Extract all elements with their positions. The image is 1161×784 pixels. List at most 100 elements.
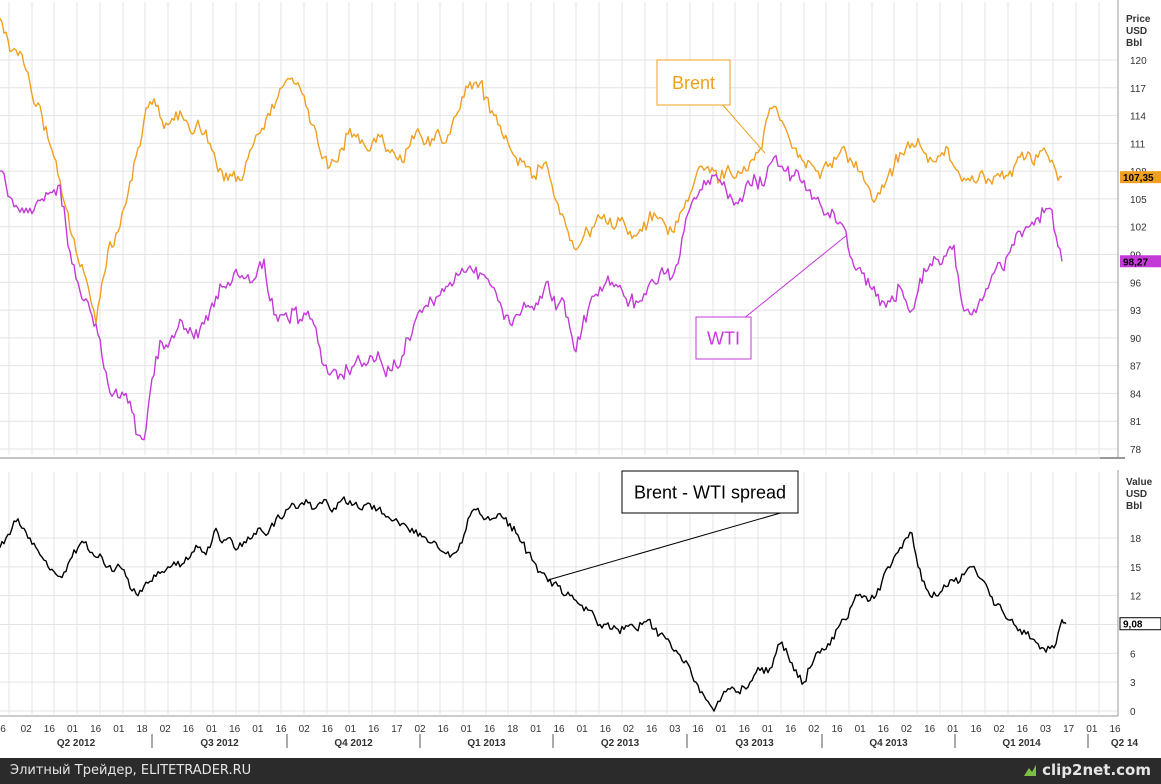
x-tick-label: 16: [44, 724, 56, 735]
y-tick-label: 6: [1130, 649, 1136, 660]
chart-canvas: 7881848790939699102105108111114117120Pri…: [0, 0, 1161, 749]
x-tick-label: 01: [1086, 724, 1098, 735]
x-tick-label: 16: [878, 724, 890, 735]
x-tick-label: 02: [994, 724, 1006, 735]
y-tick-label: 81: [1130, 417, 1142, 428]
footer-bar: Элитный Трейдер, ELITETRADER.RU clip2net…: [0, 758, 1161, 784]
y-tick-label: 15: [1130, 563, 1142, 574]
last-value-badge: [1120, 255, 1161, 268]
x-tick-label: 16: [1017, 724, 1029, 735]
y-tick-label: 12: [1130, 592, 1142, 603]
x-tick-label: 16: [924, 724, 936, 735]
spread-callout-text: Brent - WTI spread: [634, 482, 786, 502]
x-tick-label: 02: [623, 724, 635, 735]
x-tick-label: 16: [600, 724, 612, 735]
x-tick-label: 01: [947, 724, 959, 735]
footer-brand[interactable]: clip2net.com: [1022, 761, 1151, 779]
x-tick-label: 16: [368, 724, 380, 735]
spread-callout-box: [621, 470, 799, 514]
wti-callout-box: [695, 316, 752, 360]
last-value-label: 9,08: [1123, 620, 1143, 631]
quarter-label: Q2 2012: [57, 738, 96, 749]
x-tick-label: 02: [901, 724, 913, 735]
x-tick-label: 01: [762, 724, 774, 735]
x-tick-label: 17: [1063, 724, 1075, 735]
chart-area: 7881848790939699102105108111114117120Pri…: [0, 0, 1161, 749]
x-tick-label: 16: [739, 724, 751, 735]
x-tick-label: 6: [0, 724, 6, 735]
x-tick-label: 16: [229, 724, 241, 735]
x-tick-label: 01: [716, 724, 728, 735]
y-tick-label: 120: [1130, 56, 1147, 67]
y-tick-label: 3: [1130, 678, 1136, 689]
x-tick-label: 02: [414, 724, 426, 735]
y-tick-label: 114: [1130, 112, 1146, 123]
last-value-label: 107,35: [1123, 173, 1154, 184]
quarter-label: Q4 2013: [869, 738, 908, 749]
brent-callout-leader: [722, 104, 766, 154]
y-tick-label: 0: [1130, 707, 1136, 718]
y-axis-title: USD: [1126, 489, 1147, 500]
y-tick-label: 87: [1130, 362, 1142, 373]
quarter-label: Q2 2013: [601, 738, 640, 749]
y-tick-label: 84: [1130, 389, 1142, 400]
x-tick-label: 01: [252, 724, 264, 735]
x-tick-label: 16: [90, 724, 102, 735]
x-tick-label: 01: [577, 724, 589, 735]
x-tick-label: 03: [1040, 724, 1052, 735]
x-tick-label: 16: [438, 724, 450, 735]
brent-callout-text: Brent: [672, 73, 715, 93]
spread-callout-leader: [547, 512, 781, 581]
last-value-badge: [1120, 171, 1161, 184]
x-tick-label: 01: [855, 724, 867, 735]
y-tick-label: 117: [1130, 84, 1146, 95]
x-tick-label: 01: [345, 724, 357, 735]
last-value-label: 98,27: [1123, 257, 1148, 268]
x-tick-label: 02: [299, 724, 311, 735]
x-tick-label: 16: [484, 724, 496, 735]
wti-callout-text: WTI: [707, 328, 740, 348]
quarter-label: Q2 14: [1111, 738, 1139, 749]
wti-callout-leader: [745, 234, 848, 318]
x-tick-label: 16: [183, 724, 195, 735]
quarter-label: Q1 2013: [467, 738, 506, 749]
x-tick-label: 16: [785, 724, 797, 735]
x-tick-label: 18: [136, 724, 148, 735]
x-tick-label: 03: [669, 724, 681, 735]
x-tick-label: 16: [275, 724, 287, 735]
x-tick-label: 01: [461, 724, 473, 735]
y-axis-title: Value: [1126, 477, 1153, 488]
x-tick-label: 16: [646, 724, 658, 735]
y-tick-label: 18: [1130, 534, 1142, 545]
quarter-label: Q1 2014: [1002, 738, 1041, 749]
y-axis-title: Bbl: [1126, 501, 1142, 512]
y-tick-label: 111: [1130, 139, 1146, 150]
y-axis-title: Price: [1126, 14, 1151, 25]
quarter-label: Q3 2012: [200, 738, 239, 749]
last-value-badge: [1119, 617, 1161, 631]
x-tick-label: 01: [530, 724, 542, 735]
x-tick-label: 16: [553, 724, 565, 735]
x-tick-label: 16: [970, 724, 982, 735]
footer-brand-text: clip2net.com: [1042, 761, 1151, 779]
y-axis-title: USD: [1126, 26, 1147, 37]
x-tick-label: 02: [808, 724, 820, 735]
x-tick-label: 17: [391, 724, 403, 735]
x-tick-label: 18: [507, 724, 519, 735]
footer-site-label: Элитный Трейдер, ELITETRADER.RU: [10, 763, 252, 778]
y-tick-label: 93: [1130, 306, 1142, 317]
x-tick-label: 01: [206, 724, 218, 735]
series-line-wti: [0, 154, 1063, 441]
quarter-label: Q4 2012: [334, 738, 373, 749]
quarter-label: Q3 2013: [735, 738, 774, 749]
x-tick-label: 02: [21, 724, 33, 735]
x-tick-label: 16: [322, 724, 334, 735]
y-tick-label: 90: [1130, 334, 1142, 345]
x-tick-label: 01: [67, 724, 79, 735]
x-tick-label: 02: [160, 724, 172, 735]
series-line-brent: [0, 17, 1063, 325]
brent-callout-box: [656, 59, 731, 106]
y-tick-label: 96: [1130, 278, 1142, 289]
x-tick-label: 16: [1109, 724, 1121, 735]
y-axis-title: Bbl: [1126, 38, 1142, 49]
